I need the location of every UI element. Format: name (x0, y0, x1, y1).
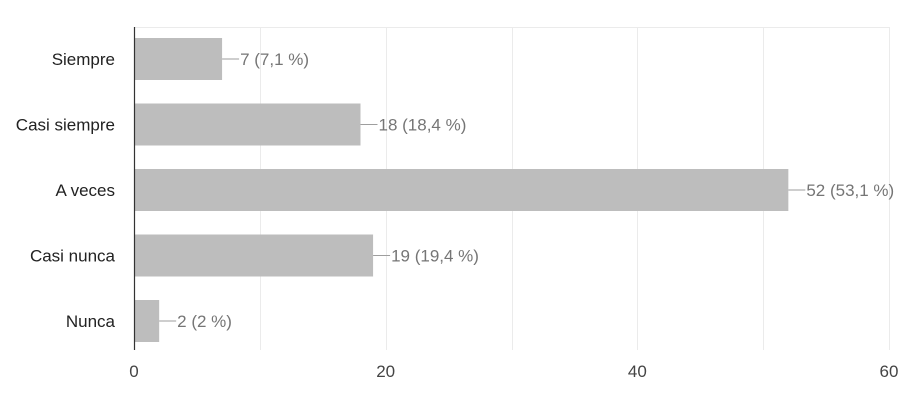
data-label: 7 (7,1 %) (240, 50, 309, 69)
bar-a-veces (134, 169, 789, 211)
category-label: Casi nunca (30, 247, 116, 266)
bar-siempre (134, 38, 223, 80)
x-tick-label: 40 (628, 362, 647, 381)
data-label: 52 (53,1 %) (806, 181, 894, 200)
bars (134, 38, 789, 342)
x-tick-label: 60 (880, 362, 899, 381)
x-tick-labels: 0 20 40 60 (129, 362, 898, 381)
x-tick-label: 20 (376, 362, 395, 381)
category-label: A veces (55, 181, 115, 200)
data-label: 2 (2 %) (177, 312, 232, 331)
bar-casi-nunca (134, 234, 374, 277)
category-label: Nunca (66, 312, 116, 331)
category-label: Siempre (52, 50, 115, 69)
data-label: 19 (19,4 %) (391, 247, 479, 266)
category-label: Casi siempre (16, 116, 115, 135)
data-label: 18 (18,4 %) (379, 116, 467, 135)
x-tick-label: 0 (129, 362, 138, 381)
data-labels: 7 (7,1 %) 18 (18,4 %) 52 (53,1 %) 19 (19,4 … (159, 50, 894, 331)
category-labels: Siempre Casi siempre A veces Casi nunca Nunc… (16, 50, 116, 331)
bar-nunca (134, 300, 160, 342)
bar-casi-siempre (134, 103, 361, 146)
